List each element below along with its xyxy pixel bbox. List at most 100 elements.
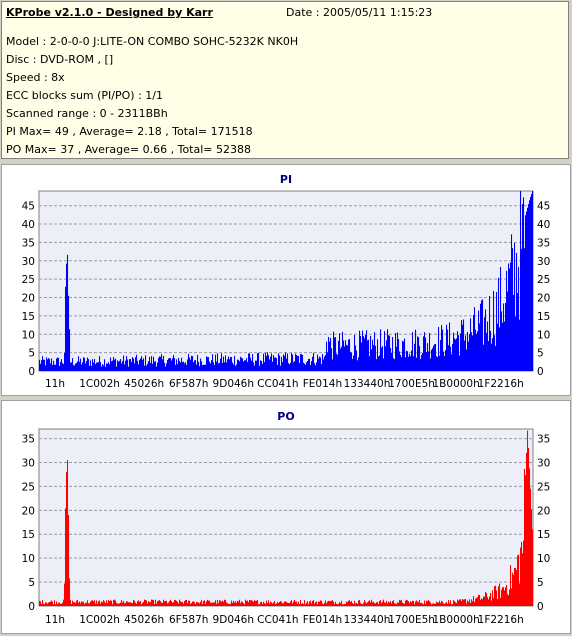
po-bar	[125, 602, 127, 606]
pi-bar	[160, 356, 162, 371]
po-bar	[315, 602, 317, 606]
po-bar	[408, 601, 410, 606]
po-bar	[92, 600, 94, 606]
pi-bar	[178, 357, 180, 371]
pi-bar	[166, 363, 168, 371]
po-bar	[400, 600, 402, 606]
pi-bar	[461, 319, 463, 371]
po-bar	[483, 596, 485, 606]
pi-bar	[462, 324, 464, 371]
pi-bar	[286, 358, 288, 371]
pi-bars	[39, 191, 534, 371]
po-bar	[219, 600, 221, 606]
po-bar	[177, 601, 179, 606]
pi-bar	[525, 215, 527, 371]
po-bar	[419, 599, 421, 606]
pi-bar	[186, 364, 188, 371]
pi-bar	[531, 193, 533, 371]
po-bar	[422, 603, 424, 606]
po-bar	[238, 601, 240, 606]
po-bar	[428, 599, 430, 606]
po-bar	[499, 583, 501, 606]
pi-y-tick-label-left: 0	[28, 366, 35, 378]
pi-bar	[359, 330, 361, 371]
po-x-tick-label: 6F587h	[169, 614, 208, 626]
pi-bar	[60, 361, 62, 371]
po-bar	[263, 601, 265, 606]
po-bar	[516, 570, 518, 606]
pi-bar	[522, 204, 524, 371]
po-stats: PO Max= 37 , Average= 0.66 , Total= 5238…	[6, 143, 251, 156]
pi-bar	[513, 294, 515, 371]
pi-bar	[417, 336, 419, 371]
pi-bar	[514, 242, 516, 371]
po-bar	[127, 601, 129, 606]
pi-bar	[240, 356, 242, 371]
po-bar	[72, 600, 74, 606]
po-bar	[192, 601, 194, 606]
po-bar	[183, 603, 185, 606]
po-bar	[450, 600, 452, 606]
pi-bar	[319, 356, 321, 371]
po-bar	[222, 600, 224, 606]
po-bar	[129, 602, 131, 606]
pi-bar	[212, 354, 214, 371]
po-bar	[323, 604, 325, 606]
pi-bar	[393, 358, 395, 371]
po-bar	[417, 601, 419, 606]
pi-bar	[357, 360, 359, 371]
pi-bar	[456, 338, 458, 371]
pi-bar	[131, 362, 133, 371]
po-bar	[465, 599, 467, 606]
po-bar	[467, 600, 469, 606]
pi-bar	[411, 350, 413, 371]
po-bar	[202, 604, 204, 606]
po-bar	[347, 602, 349, 606]
po-bar	[220, 600, 222, 606]
pi-bar	[188, 354, 190, 371]
pi-bar	[209, 361, 211, 371]
po-bar	[113, 600, 115, 606]
pi-y-tick-label-left: 5	[28, 348, 35, 360]
po-bar	[317, 604, 319, 606]
po-bar	[215, 600, 217, 606]
pi-bar	[238, 359, 240, 371]
pi-bar	[103, 365, 105, 371]
pi-bar	[268, 355, 270, 371]
po-bar	[524, 468, 526, 606]
po-bar	[329, 601, 331, 606]
pi-bar	[442, 329, 444, 371]
pi-bar	[363, 336, 365, 371]
po-bar	[80, 603, 82, 606]
pi-bar	[295, 353, 297, 371]
po-bar	[169, 600, 171, 606]
pi-bar	[443, 351, 445, 371]
pi-bar	[494, 335, 496, 371]
po-bar	[249, 599, 251, 606]
po-bar	[65, 508, 67, 606]
pi-bar	[325, 354, 327, 371]
app-title: KProbe v2.1.0 - Designed by Karr	[6, 6, 213, 19]
po-bar	[236, 603, 238, 606]
po-y-tick-label-left: 5	[28, 577, 35, 589]
pi-bar	[156, 366, 158, 371]
pi-bar	[96, 362, 98, 371]
pi-bar	[491, 343, 493, 371]
pi-bar	[527, 207, 529, 371]
pi-bar	[370, 335, 372, 371]
po-bar	[491, 600, 493, 606]
pi-bar	[520, 191, 522, 371]
po-bar	[453, 600, 455, 606]
po-bar	[198, 602, 200, 606]
pi-bar	[243, 361, 245, 371]
pi-bar	[501, 311, 503, 371]
po-bar	[200, 601, 202, 606]
po-bar	[356, 602, 358, 606]
pi-bar	[179, 360, 181, 371]
po-bar	[395, 603, 397, 606]
po-x-tick-label: 45026h	[124, 614, 164, 626]
po-bar	[54, 600, 56, 606]
po-bar	[162, 602, 164, 606]
pi-bar	[137, 360, 139, 371]
po-bar	[405, 600, 407, 606]
